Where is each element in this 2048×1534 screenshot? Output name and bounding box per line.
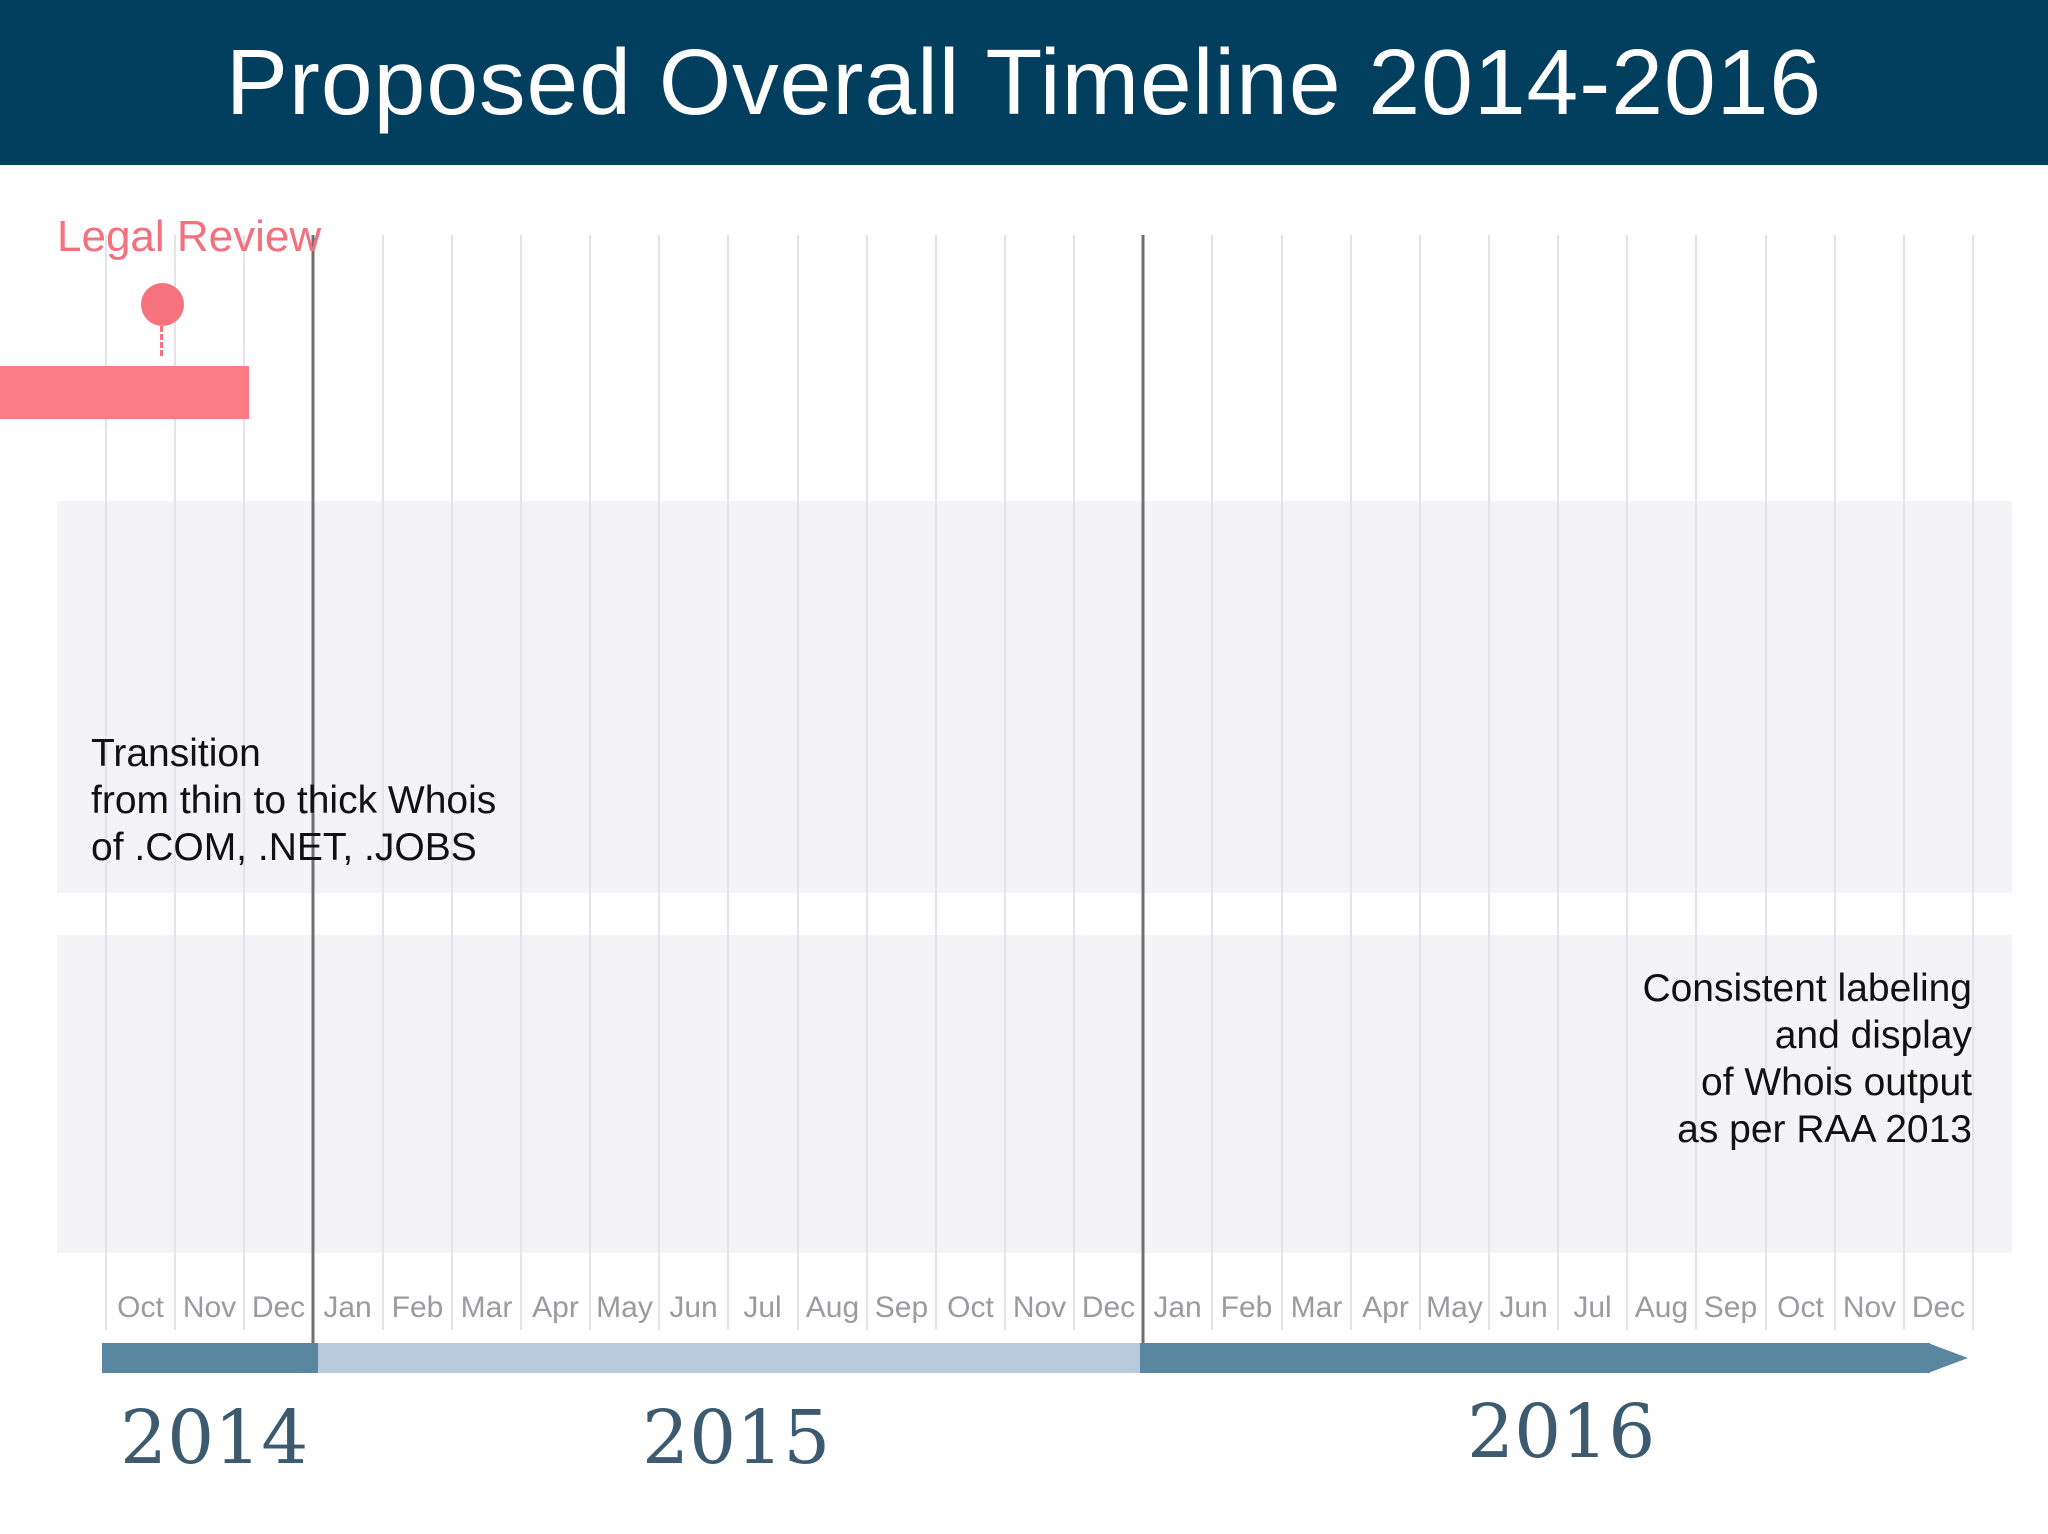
legal-review-bar[interactable] [0, 366, 249, 419]
labeling-task-label: Consistent labeling and display of Whois… [1642, 967, 1972, 1151]
month-label: Apr [532, 1291, 579, 1324]
month-label: Nov [1842, 1291, 1897, 1324]
month-label: Mar [1290, 1291, 1343, 1324]
title-banner: Proposed Overall Timeline 2014-2016 [0, 0, 2048, 165]
axis-segment-2015 [318, 1343, 1140, 1373]
year-label-2016: 2016 [1467, 1389, 1656, 1475]
month-label: Aug [1634, 1291, 1689, 1324]
month-label: Jun [669, 1291, 718, 1324]
month-label: Jul [743, 1291, 782, 1324]
month-label: Nov [1012, 1291, 1067, 1324]
page-title: Proposed Overall Timeline 2014-2016 [225, 30, 1823, 134]
axis-segment-2016 [1140, 1343, 1930, 1373]
month-label: Dec [1081, 1291, 1136, 1324]
month-label: Jan [323, 1291, 372, 1324]
year-label-2014: 2014 [120, 1395, 309, 1481]
month-label: Nov [182, 1291, 237, 1324]
month-label: Oct [947, 1291, 994, 1324]
month-label: Oct [1777, 1291, 1824, 1324]
month-label: May [1426, 1291, 1483, 1324]
legal-review-milestone-dot[interactable] [141, 283, 184, 326]
transition-task-label: Transition from thin to thick Whois of .… [91, 732, 497, 869]
month-label: Sep [1703, 1291, 1758, 1324]
month-label: Aug [805, 1291, 860, 1324]
month-label: Apr [1362, 1291, 1409, 1324]
year-label-2015: 2015 [642, 1395, 831, 1481]
axis-arrowhead [1928, 1343, 1968, 1373]
month-label: Jun [1499, 1291, 1548, 1324]
month-label: Jan [1153, 1291, 1202, 1324]
legal-review-label: Legal Review [57, 212, 322, 261]
month-label: Sep [874, 1291, 929, 1324]
month-label: Dec [251, 1291, 306, 1324]
month-label: Dec [1911, 1291, 1966, 1324]
axis-segment-2014 [102, 1343, 318, 1373]
month-label: Feb [1220, 1291, 1273, 1324]
legal-review-milestone-stem [160, 326, 163, 356]
month-label: May [596, 1291, 653, 1324]
month-label: Oct [117, 1291, 164, 1324]
month-label: Mar [460, 1291, 513, 1324]
month-label: Jul [1573, 1291, 1612, 1324]
month-label: Feb [391, 1291, 444, 1324]
